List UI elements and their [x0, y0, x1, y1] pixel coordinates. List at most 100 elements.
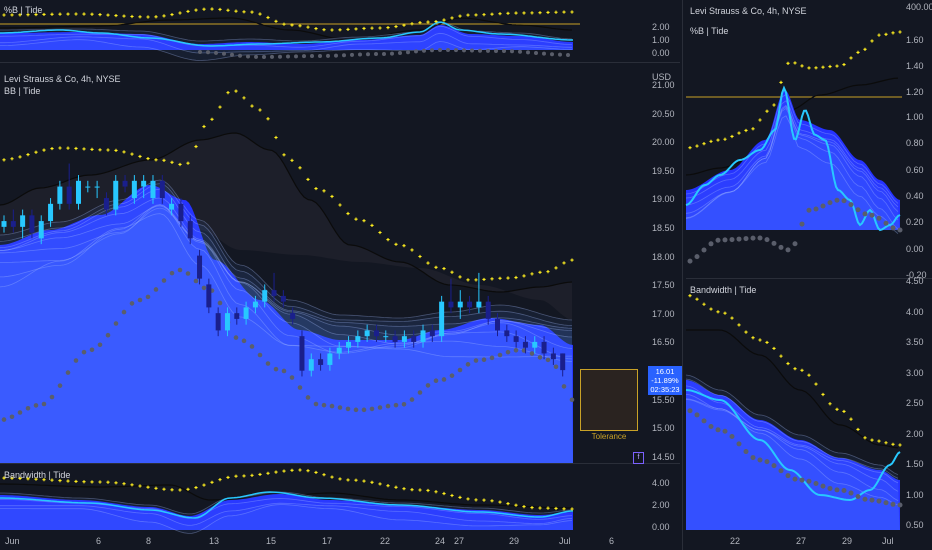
- right-time-axis-label: 22: [730, 536, 741, 546]
- bottom-axis-tick: 2.00: [652, 500, 670, 510]
- right-bottom-upper-dot: [877, 439, 881, 443]
- right-upper-dot: [723, 137, 727, 141]
- bollinger-upper-line: [0, 132, 573, 293]
- top-upper-dot: [226, 8, 230, 12]
- right-symbol-title[interactable]: Levi Strauss & Co, 4h, NYSE: [690, 6, 807, 16]
- bottom-upper-dot: [114, 481, 118, 485]
- percent-b-pane[interactable]: [0, 7, 580, 61]
- top-lower-dot: [438, 48, 442, 52]
- right-bottom-lower-dot: [813, 481, 819, 487]
- bottom-axis-tick: 4.00: [652, 478, 670, 488]
- top-upper-dot: [546, 10, 550, 15]
- right-bottom-lower-dot: [785, 473, 791, 479]
- lower-band-dot: [169, 270, 175, 276]
- bottom-upper-dot: [354, 478, 358, 482]
- top-lower-dot: [542, 51, 546, 56]
- top-lower-dot: [342, 53, 346, 58]
- top-upper-dot: [466, 13, 470, 17]
- tolerance-box[interactable]: [580, 369, 638, 431]
- candlestick-series: [1, 163, 566, 377]
- lower-band-dot: [433, 378, 439, 384]
- right-bottom-upper-dot: [765, 340, 769, 345]
- lower-band-dot: [417, 390, 423, 395]
- main-price-pane[interactable]: [0, 89, 575, 463]
- right-upper-dot: [842, 62, 846, 67]
- right-top-legend[interactable]: %B | Tide: [690, 26, 729, 36]
- right-percent-b-pane[interactable]: [685, 30, 903, 264]
- right-bottom-axis-tick: 4.00: [906, 306, 924, 317]
- bottom-upper-dot: [178, 488, 182, 492]
- right-bottom-axis-tick: 3.50: [906, 337, 924, 347]
- time-axis-label: 6: [609, 536, 615, 546]
- right-upper-dot: [877, 33, 881, 37]
- right-bottom-lower-dot: [841, 487, 847, 493]
- right-bottom-axis-tick: 2.00: [906, 428, 924, 439]
- right-bottom-legend[interactable]: Bandwidth | Tide: [690, 285, 757, 295]
- bottom-upper-dot: [450, 493, 454, 498]
- top-lower-dot: [358, 52, 362, 57]
- bottom-upper-dot: [442, 491, 446, 496]
- upper-band-dot: [378, 230, 382, 235]
- bottom-upper-dot: [42, 478, 46, 482]
- right-lower-dot: [848, 202, 854, 208]
- bottom-upper-dot: [394, 485, 398, 489]
- main-symbol-title[interactable]: Levi Strauss & Co, 4h, NYSE: [4, 74, 121, 84]
- lower-band-dot: [25, 405, 31, 411]
- top-lower-dot: [454, 48, 458, 53]
- upper-band-dot: [122, 150, 126, 154]
- right-upper-dot: [800, 64, 804, 68]
- candle-body: [327, 353, 333, 365]
- upper-band-dot: [386, 238, 390, 242]
- lower-band-dot: [449, 373, 455, 378]
- main-indicator-legend[interactable]: BB | Tide: [4, 86, 41, 96]
- bandwidth-pane[interactable]: [0, 468, 574, 534]
- indicator-function-icon[interactable]: f: [633, 452, 644, 464]
- bottom-upper-dot: [490, 499, 494, 503]
- upper-band-dot: [74, 146, 78, 151]
- bottom-upper-dot: [266, 471, 270, 475]
- bottom-upper-dot: [514, 503, 518, 507]
- right-bottom-lower-dot: [827, 485, 833, 491]
- candle-body: [308, 359, 314, 371]
- top-upper-dot: [130, 14, 134, 19]
- price-axis-tick: 20.00: [652, 137, 675, 148]
- top-upper-dot: [498, 12, 502, 16]
- top-upper-dot: [218, 7, 222, 12]
- top-upper-dot: [274, 19, 278, 23]
- lower-band-dot: [33, 403, 39, 408]
- top-upper-dot: [562, 10, 566, 14]
- right-lower-dot: [820, 203, 826, 209]
- top-upper-dot: [506, 11, 510, 15]
- bottom-upper-dot: [530, 506, 534, 510]
- candle-body: [94, 186, 100, 188]
- top-upper-dot: [58, 12, 62, 16]
- top-lower-dot: [534, 50, 538, 55]
- upper-band-dot: [154, 158, 158, 162]
- time-axis-label: Jun: [5, 536, 20, 546]
- bottom-upper-dot: [226, 475, 230, 480]
- candle-body: [262, 290, 268, 302]
- time-axis-label: 6: [96, 536, 102, 546]
- right-upper-dot: [772, 103, 776, 107]
- candle-body: [206, 284, 212, 308]
- right-upper-dot: [891, 31, 895, 35]
- right-bandwidth-pane[interactable]: [685, 294, 903, 530]
- bottom-upper-dot: [386, 484, 390, 488]
- upper-band-dot: [106, 148, 110, 152]
- candle-body: [318, 359, 324, 365]
- top-pane-legend[interactable]: %B | Tide: [4, 5, 43, 15]
- candle-body: [38, 221, 44, 239]
- lower-band-dot: [257, 352, 263, 358]
- bottom-pane-legend[interactable]: Bandwidth | Tide: [4, 470, 71, 480]
- right-bottom-lower-dot: [855, 493, 861, 499]
- price-axis-tick: 16.50: [652, 337, 675, 348]
- right-lower-dot: [729, 237, 735, 243]
- right-bottom-upper-dot: [702, 302, 706, 306]
- top-upper-dot: [106, 13, 110, 17]
- lower-band-dot: [273, 366, 279, 372]
- right-percent-b-line: [685, 85, 901, 232]
- right-upper-dot: [765, 109, 769, 113]
- price-axis-tick: 15.50: [652, 394, 675, 405]
- top-upper-dot: [74, 12, 78, 16]
